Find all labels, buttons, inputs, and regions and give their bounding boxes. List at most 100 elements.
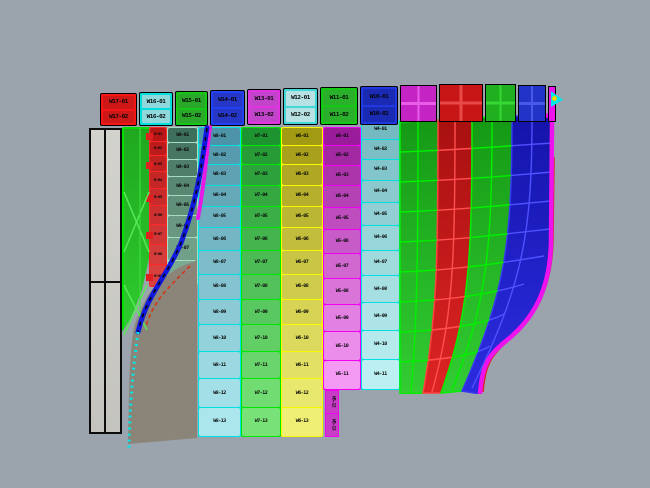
top-panel-blue[interactable]: W14-01 W14-02 (210, 90, 245, 126)
panel-cell[interactable]: W4-03 (362, 159, 399, 180)
shadow-surface[interactable] (128, 259, 197, 444)
surface-orientation-marker[interactable] (551, 91, 563, 107)
panel-cell[interactable]: W5-01 (324, 128, 360, 146)
panel-cell[interactable]: W6-13 (282, 407, 322, 437)
door-rail (91, 281, 120, 283)
panel-cell[interactable]: W4-04 (362, 180, 399, 202)
top-panel-cell[interactable]: W12-02 (286, 107, 315, 122)
top-panel-green[interactable]: W11-01 W11-02 (320, 87, 358, 125)
panel-cell[interactable]: W6-04 (282, 185, 322, 206)
panel-cell[interactable]: W4-11 (362, 359, 399, 389)
panel-id-label: W6-07 (295, 259, 309, 265)
panel-tab-cell[interactable]: W5-12 (326, 391, 338, 413)
panel-tab-strip-magenta[interactable]: W5-12 W5-13 (325, 390, 339, 437)
panel-cell[interactable]: W6-09 (282, 299, 322, 325)
panel-id-label: W4-05 (374, 210, 387, 217)
top-panel-cell[interactable]: W11-01 (323, 90, 355, 105)
marker-dot-icon (552, 96, 557, 101)
panel-cell[interactable]: W5-06 (324, 230, 360, 254)
panel-column-d-cyan[interactable]: W8-01 W8-02 W8-03 W8-04 W8-05 W8-06 W8-07 W8-08… (198, 127, 241, 437)
panel-id-label: W7-04 (254, 192, 268, 198)
panel-cell[interactable]: W6-08 (282, 275, 322, 299)
panel-cell[interactable]: W6-06 (282, 228, 322, 251)
panel-id-label: W6-03 (295, 171, 309, 178)
panel-id-label: W4-10 (374, 341, 387, 348)
panel-cell[interactable]: W8-10 (199, 325, 240, 351)
top-panel-cell[interactable]: W15-01 (178, 94, 205, 108)
panel-cell[interactable]: W6-10 (282, 325, 322, 351)
panel-column-g-magenta[interactable]: W5-01 W5-02 W5-03 W5-04 W5-05 W5-06 W5-07 W5-08… (323, 127, 361, 390)
top-back-panel-magenta[interactable] (400, 85, 437, 122)
top-panel-cell[interactable]: W16-01 (142, 95, 170, 108)
panel-cell[interactable]: W4-10 (362, 330, 399, 359)
panel-cell[interactable]: W6-01 (282, 128, 322, 146)
panel-id-label: W7-07 (254, 259, 268, 265)
top-panel-light-cyan[interactable]: W12-01 W12-02 (283, 88, 318, 125)
panel-cell[interactable]: W5-11 (324, 360, 360, 389)
top-back-panel-red[interactable] (439, 84, 483, 122)
panel-edge-stipple-cyan[interactable] (127, 331, 140, 449)
panel-id-label: W6-12 (295, 389, 309, 396)
top-panel-navy[interactable]: W10-01 W10-02 (360, 86, 398, 125)
panel-cell[interactable]: W5-03 (324, 165, 360, 186)
panel-id-label: W4-11 (374, 371, 387, 377)
top-panel-cell[interactable]: W11-02 (323, 107, 355, 122)
panel-cell[interactable]: W5-07 (324, 254, 360, 279)
panel-id-label: W5-13 (330, 419, 336, 431)
panel-cell[interactable]: W5-05 (324, 207, 360, 230)
panel-cell[interactable]: W6-11 (282, 351, 322, 379)
top-panel-cell[interactable]: W10-01 (363, 89, 395, 105)
panel-id-label: W7-09 (254, 308, 268, 315)
panel-id-label: W17-01 (109, 98, 128, 105)
grid-red (423, 118, 472, 393)
panel-cell[interactable]: W5-10 (324, 332, 360, 360)
grid-green-inner (400, 120, 438, 394)
panel-cell[interactable]: W4-07 (362, 250, 399, 276)
panel-cell[interactable]: W4-08 (362, 276, 399, 302)
top-panel-cell[interactable]: W13-01 (250, 92, 278, 106)
panel-id-label: W4-03 (374, 166, 387, 172)
panel-column-f-yellow[interactable]: W6-01 W6-02 W6-03 W6-04 W6-05 W6-06 W6-07 W6-08… (281, 127, 323, 437)
top-panel-red[interactable]: W17-01 W17-02 (100, 93, 137, 126)
panel-cell[interactable]: W4-06 (362, 226, 399, 250)
guide-curve-magenta[interactable] (196, 125, 212, 220)
panel-cell[interactable]: W7-13 (242, 407, 280, 437)
door-frame[interactable] (89, 128, 122, 434)
panel-id-label: W16-01 (146, 98, 166, 105)
panel-id-label: W11-01 (329, 94, 349, 101)
panel-id-label: W5-05 (335, 215, 349, 221)
panel-cell[interactable]: W4-02 (362, 139, 399, 159)
panel-cell[interactable]: W6-02 (282, 146, 322, 165)
panel-column-h-light-cyan[interactable]: W4-01 W4-02 W4-03 W4-04 W4-05 W4-06 W4-07 W4-08… (361, 120, 400, 390)
panel-id-label: W13-02 (254, 111, 274, 118)
top-back-panel-green[interactable] (485, 84, 516, 122)
guide-curve-red[interactable] (145, 265, 191, 327)
panel-cell[interactable]: W6-03 (282, 165, 322, 185)
panel-cell[interactable]: W5-04 (324, 186, 360, 207)
panel-id-label: W7-01 (254, 133, 268, 139)
panel-cell[interactable]: W6-05 (282, 206, 322, 228)
panel-cell[interactable]: W6-07 (282, 251, 322, 275)
panel-cell[interactable]: W5-08 (324, 279, 360, 305)
top-panel-cell[interactable]: W12-01 (286, 91, 315, 106)
panel-id-label: W5-10 (335, 342, 349, 349)
panel-cell[interactable]: W4-09 (362, 302, 399, 330)
top-back-panel-blue[interactable] (518, 85, 546, 122)
panel-id-label: W5-04 (335, 193, 349, 199)
panel-tab-cell[interactable]: W5-13 (326, 414, 338, 436)
panel-column-b-red[interactable]: B-01 B-02 B-03 B-04 B-05 B-06 B-07 B-08 B-09 (146, 127, 167, 287)
panel-cell[interactable]: W5-09 (324, 305, 360, 332)
panel-id-label: W11-02 (329, 111, 349, 118)
panel-id-label: W4-06 (374, 234, 387, 241)
diagonal-brace-lines (123, 128, 150, 336)
top-panel-cell[interactable]: W10-02 (363, 106, 395, 122)
top-panel-cell[interactable]: W14-01 (213, 93, 242, 107)
right-curved-section[interactable] (398, 112, 558, 394)
panel-cell[interactable]: W4-05 (362, 202, 399, 226)
panel-cell[interactable]: W6-12 (282, 379, 322, 407)
panel-column-e-green[interactable]: W7-01 W7-02 W7-03 W7-04 W7-05 W7-06 W7-07 W7-08… (241, 127, 281, 437)
panel-id-label: W5-08 (335, 288, 349, 295)
panel-cell[interactable]: W8-13 (199, 407, 240, 437)
panel-cell[interactable]: W5-02 (324, 146, 360, 165)
top-panel-cell[interactable]: W17-01 (103, 96, 134, 109)
